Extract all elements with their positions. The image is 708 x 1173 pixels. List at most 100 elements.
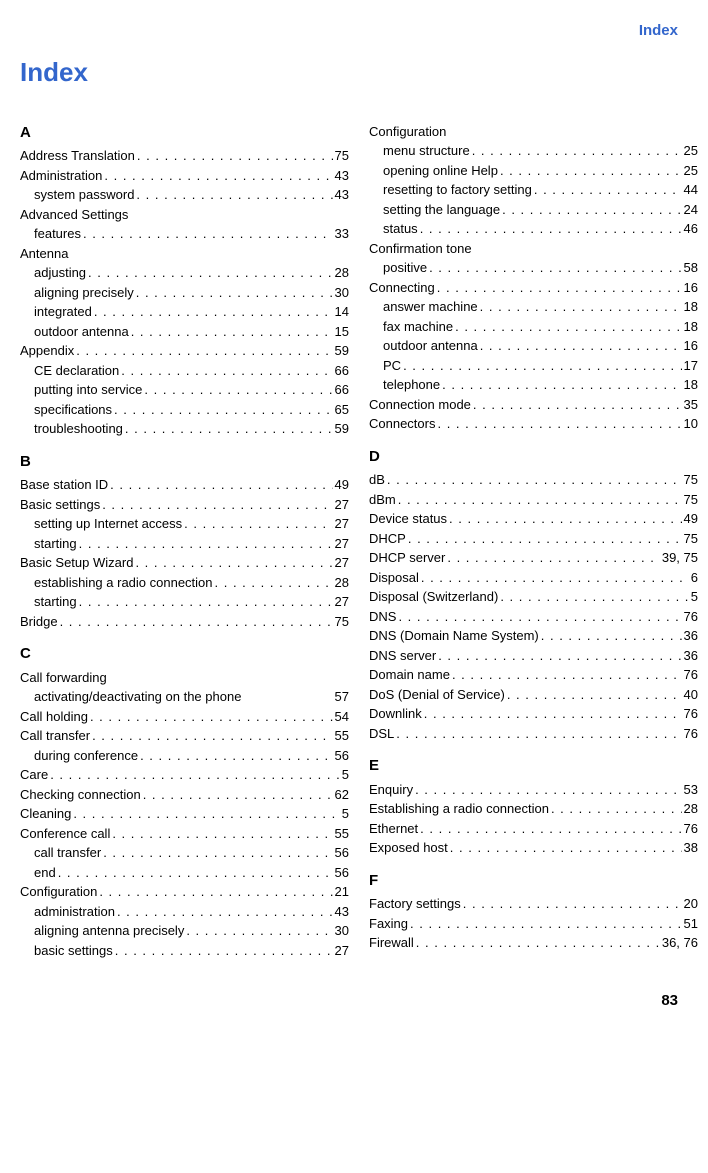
index-entry-page: 28 — [335, 573, 349, 593]
index-entry-page: 75 — [684, 529, 698, 549]
leader-dots: . . . . . . . . . . . . . . . . . . . . … — [420, 819, 681, 839]
index-entry: fax machine . . . . . . . . . . . . . . … — [369, 317, 698, 337]
index-entry-label: status — [383, 219, 418, 239]
leader-dots: . . . . . . . . . . . . . . . . . . . . … — [410, 914, 682, 934]
leader-dots: . . . . . . . . . . . . . . . . . . . . … — [102, 495, 332, 515]
index-entry-page: 54 — [335, 707, 349, 727]
index-entry-label: Factory settings — [369, 894, 461, 914]
leader-dots: . . . . . . . . . . . . . . . . . . . . … — [424, 704, 682, 724]
index-entry-page: 62 — [335, 785, 349, 805]
leader-dots: . . . . . . . . . . . . . . . . . . . . … — [99, 882, 332, 902]
section-letter: A — [20, 122, 349, 145]
index-entry-label: telephone — [383, 375, 440, 395]
leader-dots: . . . . . . . . . . . . . . . . . . . . … — [136, 283, 333, 303]
leader-dots: . . . . . . . . . . . . . . . . . . . . … — [473, 395, 682, 415]
section-letter: F — [369, 870, 698, 893]
index-entry: activating/deactivating on the phone57 — [20, 687, 349, 707]
index-column: AAddress Translation . . . . . . . . . .… — [20, 122, 349, 961]
index-entry: Disposal (Switzerland) . . . . . . . . .… — [369, 587, 698, 607]
index-entry: Call forwarding . . . . . . . . . . . . … — [20, 668, 349, 688]
index-entry-label: Bridge — [20, 612, 58, 632]
leader-dots — [243, 687, 332, 707]
index-entry-label: setting up Internet access — [34, 514, 182, 534]
index-entry-label: specifications — [34, 400, 112, 420]
index-entry: putting into service . . . . . . . . . .… — [20, 380, 349, 400]
index-entry: aligning antenna precisely . . . . . . .… — [20, 921, 349, 941]
index-entry-label: fax machine — [383, 317, 453, 337]
index-entry-page: 24 — [684, 200, 698, 220]
leader-dots: . . . . . . . . . . . . . . . . . . . . … — [541, 626, 682, 646]
index-entry-page: 55 — [335, 824, 349, 844]
index-entry: Basic settings . . . . . . . . . . . . .… — [20, 495, 349, 515]
index-entry: outdoor antenna . . . . . . . . . . . . … — [369, 336, 698, 356]
index-entry: opening online Help . . . . . . . . . . … — [369, 161, 698, 181]
index-entry-label: DoS (Denial of Service) — [369, 685, 505, 705]
page-title: Index — [20, 53, 678, 92]
index-entry-page: 25 — [684, 161, 698, 181]
index-entry-page: 38 — [684, 838, 698, 858]
index-entry-label: starting — [34, 592, 77, 612]
leader-dots: . . . . . . . . . . . . . . . . . . . . … — [429, 258, 681, 278]
index-entry-label: activating/deactivating on the phone — [34, 687, 241, 707]
index-entry-page: 76 — [684, 724, 698, 744]
leader-dots: . . . . . . . . . . . . . . . . . . . . … — [90, 707, 333, 727]
page-number: 83 — [20, 990, 678, 1013]
index-entry: Antenna . . . . . . . . . . . . . . . . … — [20, 244, 349, 264]
index-entry-label: call transfer — [34, 843, 101, 863]
index-entry-label: Administration — [20, 166, 102, 186]
index-entry-page: 28 — [684, 799, 698, 819]
leader-dots: . . . . . . . . . . . . . . . . . . . . … — [403, 356, 681, 376]
leader-dots: . . . . . . . . . . . . . . . . . . . . … — [144, 380, 332, 400]
leader-dots: . . . . . . . . . . . . . . . . . . . . … — [472, 141, 682, 161]
index-entry-page: 56 — [335, 863, 349, 883]
index-entry-page: 43 — [335, 166, 349, 186]
leader-dots: . . . . . . . . . . . . . . . . . . . . … — [438, 646, 681, 666]
index-entry-label: Address Translation — [20, 146, 135, 166]
leader-dots: . . . . . . . . . . . . . . . . . . . . … — [447, 548, 660, 568]
index-entry: Bridge . . . . . . . . . . . . . . . . .… — [20, 612, 349, 632]
index-entry: Device status . . . . . . . . . . . . . … — [369, 509, 698, 529]
index-entry-label: Conference call — [20, 824, 110, 844]
leader-dots: . . . . . . . . . . . . . . . . . . . . … — [421, 568, 689, 588]
index-entry: dB . . . . . . . . . . . . . . . . . . .… — [369, 470, 698, 490]
index-entry-page: 76 — [684, 665, 698, 685]
leader-dots: . . . . . . . . . . . . . . . . . . . . … — [103, 843, 332, 863]
section-letter: D — [369, 446, 698, 469]
index-entry-label: Connecting — [369, 278, 435, 298]
index-entry: aligning precisely . . . . . . . . . . .… — [20, 283, 349, 303]
index-entry: positive . . . . . . . . . . . . . . . .… — [369, 258, 698, 278]
index-entry-page: 43 — [335, 185, 349, 205]
index-entry: Faxing . . . . . . . . . . . . . . . . .… — [369, 914, 698, 934]
index-entry: Base station ID . . . . . . . . . . . . … — [20, 475, 349, 495]
index-entry-page: 25 — [684, 141, 698, 161]
index-entry-label: Cleaning — [20, 804, 71, 824]
index-entry-label: end — [34, 863, 56, 883]
index-entry: features . . . . . . . . . . . . . . . .… — [20, 224, 349, 244]
index-entry-label: Device status — [369, 509, 447, 529]
leader-dots: . . . . . . . . . . . . . . . . . . . . … — [502, 200, 681, 220]
leader-dots: . . . . . . . . . . . . . . . . . . . . … — [420, 219, 682, 239]
index-entry-page: 49 — [684, 509, 698, 529]
index-entry-label: Basic Setup Wizard — [20, 553, 133, 573]
index-entry: telephone . . . . . . . . . . . . . . . … — [369, 375, 698, 395]
index-entry: dBm . . . . . . . . . . . . . . . . . . … — [369, 490, 698, 510]
index-entry-label: aligning precisely — [34, 283, 134, 303]
leader-dots: . . . . . . . . . . . . . . . . . . . . … — [94, 302, 333, 322]
index-entry-page: 35 — [684, 395, 698, 415]
leader-dots: . . . . . . . . . . . . . . . . . . . . … — [398, 607, 681, 627]
leader-dots: . . . . . . . . . . . . . . . . . . . . … — [480, 336, 682, 356]
index-entry-label: during conference — [34, 746, 138, 766]
index-entry: Configuration . . . . . . . . . . . . . … — [369, 122, 698, 142]
index-entry-page: 65 — [335, 400, 349, 420]
index-entry-label: outdoor antenna — [383, 336, 478, 356]
index-entry-page: 14 — [335, 302, 349, 322]
index-entry-label: Configuration — [369, 122, 446, 142]
index-entry-label: aligning antenna precisely — [34, 921, 184, 941]
index-entry-label: Call transfer — [20, 726, 90, 746]
index-entry: Configuration . . . . . . . . . . . . . … — [20, 882, 349, 902]
index-entry: setting the language . . . . . . . . . .… — [369, 200, 698, 220]
index-entry: system password . . . . . . . . . . . . … — [20, 185, 349, 205]
index-entry-page: 20 — [684, 894, 698, 914]
leader-dots: . . . . . . . . . . . . . . . . . . . . … — [135, 553, 332, 573]
leader-dots: . . . . . . . . . . . . . . . . . . . . … — [437, 414, 681, 434]
